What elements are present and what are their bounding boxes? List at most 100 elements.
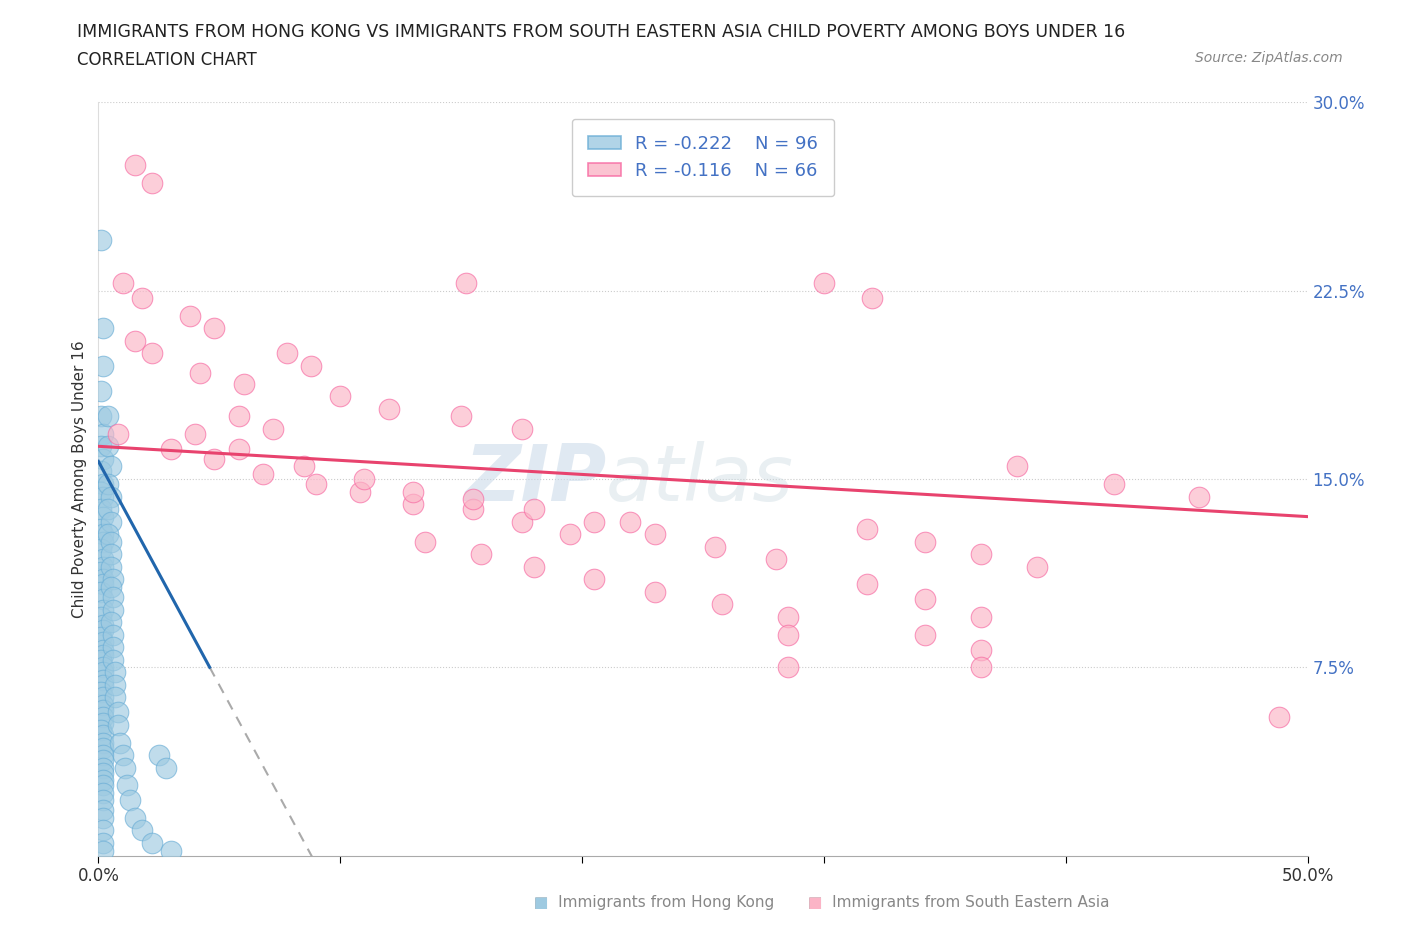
Point <box>1007 458 1029 473</box>
Point <box>91 618 114 632</box>
Point <box>262 421 284 436</box>
Point <box>765 551 787 566</box>
Point <box>100 547 122 562</box>
Point <box>91 727 114 742</box>
Point <box>91 660 114 675</box>
Text: IMMIGRANTS FROM HONG KONG VS IMMIGRANTS FROM SOUTH EASTERN ASIA CHILD POVERTY AM: IMMIGRANTS FROM HONG KONG VS IMMIGRANTS … <box>77 23 1126 41</box>
Point <box>91 823 114 838</box>
Point <box>228 409 250 424</box>
Point <box>91 534 114 549</box>
Point <box>91 773 114 788</box>
Point <box>856 577 879 591</box>
Point <box>299 358 322 373</box>
Point <box>776 627 799 642</box>
Point <box>292 458 315 473</box>
Point <box>644 526 666 541</box>
Point <box>160 442 183 457</box>
Point <box>91 761 114 776</box>
Point <box>124 157 146 172</box>
Point <box>91 321 114 336</box>
Point <box>101 590 124 604</box>
Point <box>1188 489 1211 504</box>
Point <box>91 672 114 687</box>
Point <box>141 175 163 190</box>
Point <box>813 275 835 290</box>
Point <box>450 409 472 424</box>
Point <box>91 711 114 725</box>
Point <box>91 451 114 466</box>
Point <box>644 585 666 600</box>
Point <box>402 484 425 498</box>
Point <box>90 484 112 498</box>
Point <box>583 514 606 529</box>
Point <box>101 627 124 642</box>
Point <box>413 534 436 549</box>
Point <box>97 439 120 454</box>
Point <box>111 275 134 290</box>
Point <box>104 690 127 705</box>
Point <box>90 522 112 537</box>
Point <box>100 615 122 630</box>
Point <box>349 484 371 498</box>
Point <box>91 510 114 525</box>
Point <box>179 308 201 323</box>
Point <box>91 526 114 541</box>
Point <box>463 492 485 507</box>
Point <box>510 514 533 529</box>
Point <box>91 698 114 712</box>
Point <box>117 777 139 792</box>
Point <box>107 426 129 441</box>
Text: ZIP: ZIP <box>464 441 606 517</box>
Point <box>470 547 492 562</box>
Point <box>970 660 993 675</box>
Point <box>90 585 112 600</box>
Point <box>100 489 122 504</box>
Point <box>118 793 141 808</box>
Y-axis label: Child Poverty Among Boys Under 16: Child Poverty Among Boys Under 16 <box>72 340 87 618</box>
Point <box>776 610 799 625</box>
Point <box>188 366 211 381</box>
Point <box>454 275 477 290</box>
Point <box>204 321 226 336</box>
Point <box>91 702 114 717</box>
Point <box>91 489 114 504</box>
Point <box>111 748 134 763</box>
Point <box>101 572 124 587</box>
Point <box>97 476 120 491</box>
Point <box>91 803 114 817</box>
Point <box>91 602 114 617</box>
Point <box>184 426 207 441</box>
Point <box>101 640 124 655</box>
Text: ■  Immigrants from Hong Kong: ■ Immigrants from Hong Kong <box>534 895 775 910</box>
Point <box>776 660 799 675</box>
Point <box>970 643 993 658</box>
Point <box>100 514 122 529</box>
Point <box>141 346 163 361</box>
Point <box>104 677 127 692</box>
Point <box>970 610 993 625</box>
Point <box>704 539 727 554</box>
Point <box>90 383 112 398</box>
Point <box>97 501 120 516</box>
Point <box>90 409 112 424</box>
Point <box>91 577 114 591</box>
Point <box>90 630 112 644</box>
Text: ■: ■ <box>534 895 558 910</box>
Point <box>141 836 163 851</box>
Text: atlas: atlas <box>606 441 794 517</box>
Point <box>90 684 112 699</box>
Point <box>91 811 114 826</box>
Point <box>91 765 114 780</box>
Point <box>160 844 183 858</box>
Point <box>91 777 114 792</box>
Point <box>131 823 153 838</box>
Point <box>91 572 114 587</box>
Point <box>91 752 114 767</box>
Point <box>100 534 122 549</box>
Point <box>101 602 124 617</box>
Point <box>100 458 122 473</box>
Point <box>91 748 114 763</box>
Point <box>91 836 114 851</box>
Point <box>91 476 114 491</box>
Point <box>101 652 124 667</box>
